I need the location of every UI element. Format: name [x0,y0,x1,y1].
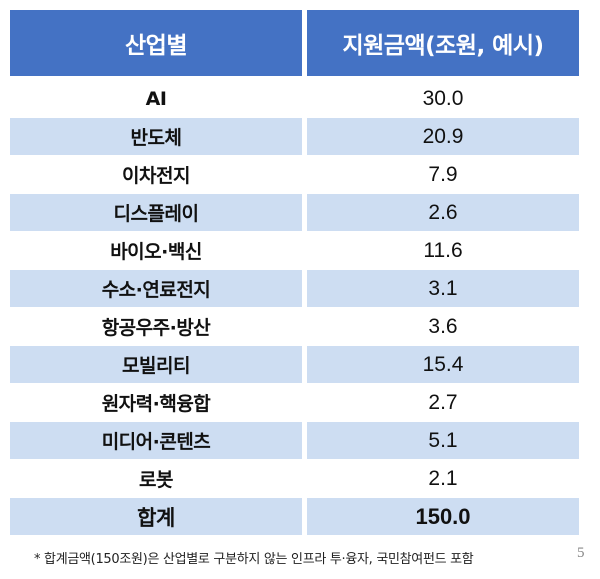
amount-cell: 2.6 [307,194,579,231]
industry-cell: 반도체 [10,118,302,155]
footnote: * 합계금액(150조원)은 산업별로 구분하지 않는 인프라 투·융자, 국민… [34,552,474,567]
amount-cell: 2.1 [428,466,458,490]
industry-cell: 로봇 [139,469,173,491]
table-row: 모빌리티 15.4 [10,346,579,383]
total-row: 합계 150.0 [10,498,579,535]
table-row: AI 30.0 [10,80,579,117]
industry-cell: 미디어·콘텐츠 [10,422,302,459]
amount-cell: 30.0 [422,86,464,110]
table-row: 반도체 20.9 [10,118,579,155]
industry-cell: 바이오·백신 [110,241,202,263]
industry-cell: 수소·연료전지 [10,270,302,307]
table-row: 이차전지 7.9 [10,156,579,193]
table-row: 로봇 2.1 [10,460,579,497]
table-row: 바이오·백신 11.6 [10,232,579,269]
total-label: 합계 [10,498,302,535]
table-row: 항공우주·방산 3.6 [10,308,579,345]
table-row: 수소·연료전지 3.1 [10,270,579,307]
amount-cell: 20.9 [307,118,579,155]
amount-cell: 5.1 [307,422,579,459]
table-header-row: 산업별 지원금액(조원, 예시) [10,10,579,76]
industry-cell: 항공우주·방산 [101,317,211,339]
table-row: 미디어·콘텐츠 5.1 [10,422,579,459]
amount-cell: 3.1 [307,270,579,307]
amount-cell: 11.6 [423,238,463,262]
amount-cell: 3.6 [428,314,458,338]
page-number: 5 [577,545,585,561]
industry-cell: 모빌리티 [10,346,302,383]
industry-cell: AI [145,87,167,110]
industry-cell: 디스플레이 [10,194,302,231]
table-row: 디스플레이 2.6 [10,194,579,231]
table-row: 원자력·핵융합 2.7 [10,384,579,421]
amount-cell: 15.4 [307,346,579,383]
industry-cell: 이차전지 [122,165,190,187]
table-body: AI 30.0 반도체 20.9 이차전지 7.9 디스플레이 2.6 바이오·… [10,80,579,535]
industry-cell: 원자력·핵융합 [101,393,211,415]
amount-cell: 2.7 [428,390,458,414]
header-amount: 지원금액(조원, 예시) [307,10,579,76]
total-amount: 150.0 [307,498,579,535]
amount-cell: 7.9 [428,162,458,186]
header-industry: 산업별 [10,10,302,76]
funding-table: 산업별 지원금액(조원, 예시) AI 30.0 반도체 20.9 이차전지 7… [10,10,579,536]
